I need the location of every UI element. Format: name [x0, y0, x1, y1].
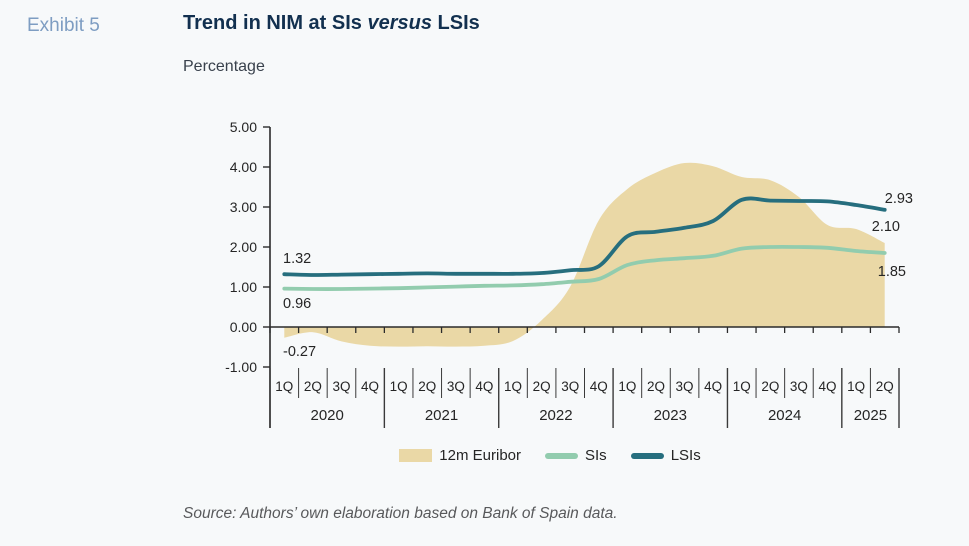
data-label: 2.10 [872, 219, 900, 235]
year-label: 2025 [854, 407, 887, 424]
y-tick-label: -1.00 [225, 359, 257, 375]
legend-label-lsis: LSIs [670, 447, 701, 464]
quarter-label: 2Q [647, 379, 665, 394]
legend-label-sis: SIs [585, 447, 607, 464]
quarter-label: 2Q [876, 379, 894, 394]
quarter-label: 1Q [618, 379, 636, 394]
data-label: 1.32 [283, 251, 311, 267]
year-label: 2020 [310, 407, 343, 424]
exhibit-label: Exhibit 5 [27, 15, 100, 36]
quarter-label: 1Q [504, 379, 522, 394]
quarter-label: 3Q [676, 379, 694, 394]
year-label: 2022 [539, 407, 572, 424]
year-label: 2021 [425, 407, 458, 424]
quarter-label: 2Q [418, 379, 436, 394]
legend-label-euribor: 12m Euribor [439, 447, 521, 464]
sis-line-swatch-icon [545, 452, 578, 459]
quarter-label: 4Q [361, 379, 379, 394]
chart-unit-label: Percentage [183, 58, 265, 75]
quarter-label: 2Q [761, 379, 779, 394]
quarter-label: 3Q [332, 379, 350, 394]
quarter-label: 4Q [475, 379, 493, 394]
quarter-label: 1Q [275, 379, 293, 394]
y-tick-label: 0.00 [230, 319, 257, 335]
quarter-label: 1Q [390, 379, 408, 394]
quarter-label: 3Q [447, 379, 465, 394]
year-label: 2024 [768, 407, 801, 424]
chart-legend: 12m Euribor SIs LSIs [200, 447, 900, 464]
euribor-swatch-icon [399, 449, 433, 462]
page-title: Trend in NIM at SIs versus LSIs [183, 12, 480, 35]
title-italic: versus [367, 12, 432, 34]
quarter-label: 2Q [304, 379, 322, 394]
legend-item-sis: SIs [545, 447, 607, 464]
data-label: -0.27 [283, 344, 316, 360]
euribor-area [284, 162, 885, 347]
source-note: Source: Authors’ own elaboration based o… [183, 505, 618, 522]
data-label: 1.85 [878, 264, 906, 280]
legend-item-lsis: LSIs [630, 447, 701, 464]
data-label: 0.96 [283, 296, 311, 312]
sis-line [282, 244, 887, 291]
y-tick-label: 3.00 [230, 199, 257, 215]
title-post: LSIs [431, 12, 480, 34]
lsis-line-swatch-icon [630, 452, 664, 459]
quarter-label: 3Q [561, 379, 579, 394]
legend-item-euribor: 12m Euribor [399, 447, 521, 464]
y-tick-label: 1.00 [230, 279, 257, 295]
data-label: 2.93 [885, 191, 913, 207]
title-pre: Trend in NIM at SIs [183, 12, 368, 34]
y-tick-label: 4.00 [230, 159, 257, 175]
y-tick-label: 5.00 [230, 119, 257, 135]
quarter-label: 1Q [733, 379, 751, 394]
year-label: 2023 [654, 407, 687, 424]
quarter-label: 2Q [533, 379, 551, 394]
quarter-label: 1Q [847, 379, 865, 394]
quarter-label: 4Q [590, 379, 608, 394]
lsis-line [282, 196, 887, 277]
y-tick-label: 2.00 [230, 239, 257, 255]
quarter-label: 3Q [790, 379, 808, 394]
quarter-label: 4Q [819, 379, 837, 394]
quarter-label: 4Q [704, 379, 722, 394]
